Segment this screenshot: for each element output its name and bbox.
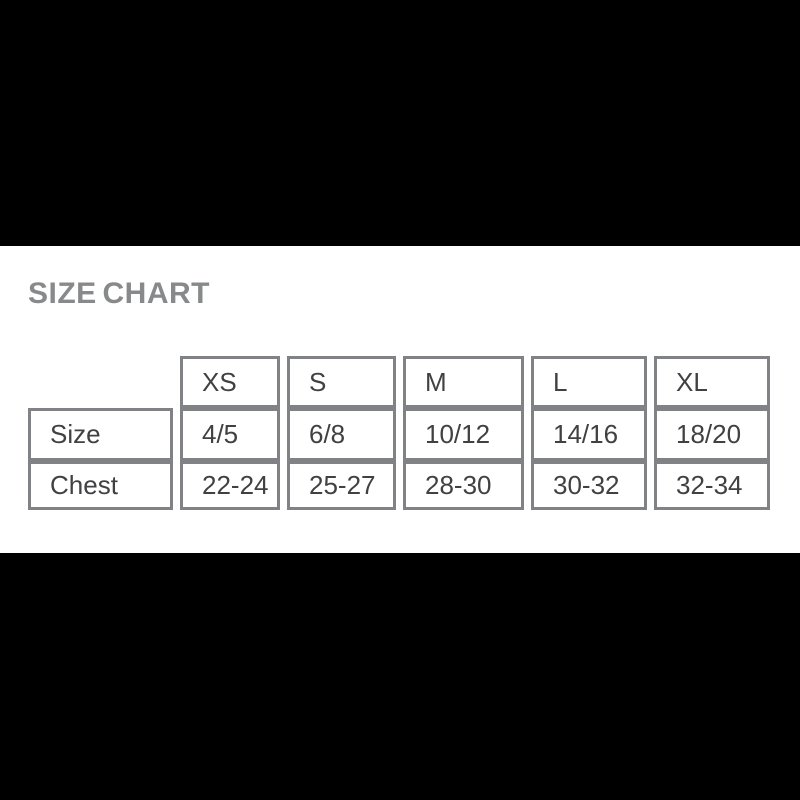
column-header-xs: XS: [180, 356, 280, 408]
row-label-chest: Chest: [28, 461, 173, 510]
top-letterbox-bar: [0, 0, 800, 246]
table-row-chest: Chest 22-24 25-27 28-30 30-32 32-34: [28, 461, 770, 510]
column-header-xl: XL: [654, 356, 770, 408]
cell-size-l: 14/16: [531, 408, 647, 461]
cell-chest-xs: 22-24: [180, 461, 280, 510]
cell-chest-l: 30-32: [531, 461, 647, 510]
cell-size-xl: 18/20: [654, 408, 770, 461]
bottom-letterbox-bar: [0, 553, 800, 800]
table-row-size: Size 4/5 6/8 10/12 14/16 18/20: [28, 408, 770, 461]
cell-size-m: 10/12: [403, 408, 524, 461]
size-chart-table: XS S M L XL Size 4/5 6/8 10/12 14/16 18/…: [21, 356, 777, 510]
column-header-m: M: [403, 356, 524, 408]
cell-size-s: 6/8: [287, 408, 396, 461]
corner-cell: [28, 356, 173, 408]
column-header-l: L: [531, 356, 647, 408]
cell-chest-s: 25-27: [287, 461, 396, 510]
column-header-s: S: [287, 356, 396, 408]
cell-size-xs: 4/5: [180, 408, 280, 461]
cell-chest-xl: 32-34: [654, 461, 770, 510]
cell-chest-m: 28-30: [403, 461, 524, 510]
size-chart-title: SIZE CHART: [28, 277, 210, 310]
row-label-size: Size: [28, 408, 173, 461]
table-header-row: XS S M L XL: [28, 356, 770, 408]
size-chart-panel: SIZE CHART XS S M L XL Size 4/5: [0, 246, 800, 553]
